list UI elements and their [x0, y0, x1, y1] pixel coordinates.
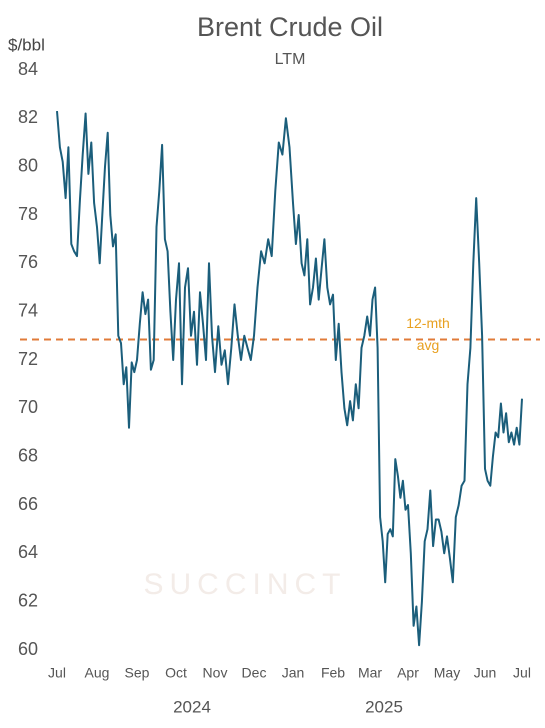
- y-tick-label: 80: [18, 155, 38, 175]
- reference-label: 12-mth: [406, 315, 450, 331]
- x-tick-label: Oct: [165, 665, 187, 681]
- y-tick-label: 66: [18, 494, 38, 514]
- year-label: 2024: [173, 697, 211, 716]
- y-tick-label: 72: [18, 349, 38, 369]
- chart-title: Brent Crude Oil: [197, 12, 383, 42]
- y-tick-label: 68: [18, 445, 38, 465]
- chart-subtitle: LTM: [275, 51, 306, 68]
- y-tick-label: 64: [18, 542, 38, 562]
- x-tick-label: Sep: [125, 665, 150, 681]
- watermark: SUCCINCT: [144, 568, 347, 601]
- y-tick-label: 76: [18, 252, 38, 272]
- x-tick-label: Jan: [282, 665, 305, 681]
- year-label: 2025: [365, 697, 403, 716]
- x-tick-label: Jul: [48, 665, 66, 681]
- y-tick-label: 78: [18, 204, 38, 224]
- x-tick-label: Dec: [242, 665, 267, 681]
- y-tick-label: 70: [18, 397, 38, 417]
- y-tick-label: 60: [18, 639, 38, 659]
- x-tick-label: Feb: [321, 665, 345, 681]
- y-tick-label: 62: [18, 590, 38, 610]
- x-tick-label: Apr: [397, 665, 419, 681]
- x-tick-label: May: [434, 665, 460, 681]
- reference-label: avg: [417, 337, 440, 353]
- x-tick-label: Mar: [358, 665, 382, 681]
- y-tick-label: 82: [18, 107, 38, 127]
- x-tick-label: Aug: [85, 665, 110, 681]
- x-tick-label: Jun: [474, 665, 497, 681]
- y-tick-label: 84: [18, 59, 38, 79]
- x-tick-label: Jul: [513, 665, 531, 681]
- y-axis-label: $/bbl: [8, 35, 45, 54]
- y-tick-label: 74: [18, 300, 38, 320]
- price-line: [56, 111, 523, 647]
- x-tick-label: Nov: [203, 665, 228, 681]
